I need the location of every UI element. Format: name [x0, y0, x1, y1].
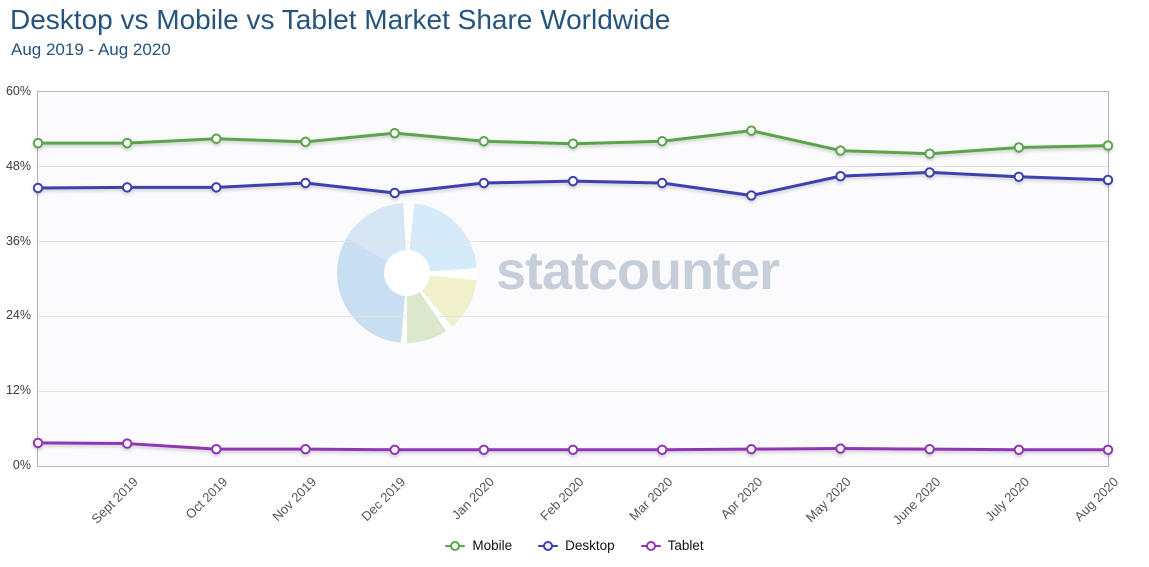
x-tick-label: Oct 2019 — [182, 474, 230, 522]
y-tick-label: 12% — [5, 383, 31, 398]
data-point-mobile-may-2020[interactable] — [835, 145, 846, 156]
data-point-desktop-oct-2019[interactable] — [211, 182, 222, 193]
data-point-tablet-mar-2020[interactable] — [656, 444, 668, 455]
data-point-mobile-jan-2020[interactable] — [478, 136, 490, 147]
legend-marker-icon — [445, 540, 466, 551]
x-tick-label: Nov 2019 — [269, 474, 320, 524]
data-point-tablet-nov-2019[interactable] — [300, 443, 311, 455]
data-point-tablet-aug-2020[interactable] — [1102, 444, 1114, 455]
statcounter-wordmark: statcounter — [496, 241, 780, 301]
plot-area[interactable]: statcounter — [32, 91, 1114, 467]
x-tick-label: Dec 2019 — [358, 474, 409, 524]
gridline-24 — [38, 315, 1108, 317]
legend-label: Mobile — [472, 538, 513, 553]
data-point-mobile-july-2020[interactable] — [1013, 142, 1025, 153]
y-tick-label: 0% — [12, 458, 31, 472]
data-point-tablet-aug-2019[interactable] — [32, 437, 44, 449]
gridline-36 — [38, 241, 1108, 243]
data-point-desktop-dec-2019[interactable] — [389, 187, 400, 199]
legend-item-tablet[interactable]: Tablet — [640, 538, 704, 553]
y-tick-label: 24% — [5, 308, 31, 323]
gridline-12 — [38, 390, 1108, 392]
y-tick-label: 36% — [5, 233, 31, 248]
data-point-desktop-aug-2020[interactable] — [1102, 174, 1114, 186]
x-tick-label: Feb 2020 — [537, 474, 587, 524]
data-point-mobile-nov-2019[interactable] — [300, 136, 311, 148]
y-tick-label: 60% — [5, 84, 31, 98]
legend-marker-icon — [640, 540, 661, 551]
series-tablet[interactable] — [32, 437, 1114, 455]
data-point-tablet-apr-2020[interactable] — [746, 443, 757, 455]
data-point-mobile-aug-2019[interactable] — [32, 137, 44, 149]
x-tick-label: Jan 2020 — [448, 474, 498, 523]
data-point-desktop-may-2020[interactable] — [835, 170, 846, 182]
x-tick-label: Apr 2020 — [717, 474, 765, 522]
data-point-mobile-oct-2019[interactable] — [211, 133, 222, 144]
data-point-tablet-oct-2019[interactable] — [211, 443, 222, 455]
series-lines-layer[interactable] — [32, 92, 1114, 466]
data-point-desktop-aug-2019[interactable] — [32, 182, 44, 194]
x-tick-label: July 2020 — [982, 474, 1033, 524]
legend-marker-icon — [538, 540, 559, 551]
data-point-tablet-jan-2020[interactable] — [478, 444, 490, 455]
data-point-desktop-feb-2020[interactable] — [567, 175, 579, 187]
chart-title: Desktop vs Mobile vs Tablet Market Share… — [10, 4, 671, 35]
legend-item-mobile[interactable]: Mobile — [445, 538, 512, 553]
chart-subtitle: Aug 2019 - Aug 2020 — [11, 40, 171, 59]
data-point-tablet-july-2020[interactable] — [1013, 444, 1025, 455]
gridline-48 — [38, 166, 1108, 168]
series-mobile[interactable] — [32, 125, 1114, 159]
data-point-mobile-sept-2019[interactable] — [121, 137, 133, 149]
data-point-desktop-sept-2019[interactable] — [121, 182, 133, 193]
data-point-desktop-nov-2019[interactable] — [300, 177, 311, 189]
x-tick-label: Aug 2020 — [1071, 474, 1122, 524]
series-desktop[interactable] — [32, 167, 1114, 201]
legend-label: Tablet — [667, 538, 704, 553]
data-point-tablet-sept-2019[interactable] — [121, 438, 133, 449]
y-tick-label: 48% — [5, 158, 31, 173]
data-point-mobile-dec-2019[interactable] — [389, 127, 400, 139]
data-point-desktop-jan-2020[interactable] — [478, 177, 490, 189]
x-tick-label: May 2020 — [803, 474, 855, 525]
data-point-mobile-apr-2020[interactable] — [746, 125, 757, 136]
chart-legend: Mobile Desktop Tablet — [0, 538, 1149, 553]
statcounter-donut-hole — [384, 250, 430, 296]
data-point-tablet-feb-2020[interactable] — [567, 444, 579, 455]
data-point-desktop-july-2020[interactable] — [1013, 171, 1025, 182]
data-point-desktop-apr-2020[interactable] — [746, 190, 757, 201]
x-tick-label: Mar 2020 — [626, 474, 676, 524]
data-point-mobile-june-2020[interactable] — [924, 148, 935, 159]
x-tick-label: June 2020 — [889, 474, 944, 528]
statcounter-watermark: statcounter — [38, 92, 1108, 466]
data-point-mobile-feb-2020[interactable] — [567, 138, 579, 149]
data-point-tablet-may-2020[interactable] — [835, 443, 846, 454]
x-tick-label: Sept 2019 — [88, 474, 141, 527]
legend-label: Desktop — [565, 538, 615, 553]
data-point-desktop-june-2020[interactable] — [924, 167, 935, 178]
data-point-mobile-aug-2020[interactable] — [1102, 140, 1114, 151]
data-point-tablet-june-2020[interactable] — [924, 443, 935, 455]
legend-item-desktop[interactable]: Desktop — [538, 538, 615, 553]
data-point-tablet-dec-2019[interactable] — [389, 444, 400, 455]
data-point-desktop-mar-2020[interactable] — [656, 177, 668, 189]
data-point-mobile-mar-2020[interactable] — [656, 136, 668, 147]
